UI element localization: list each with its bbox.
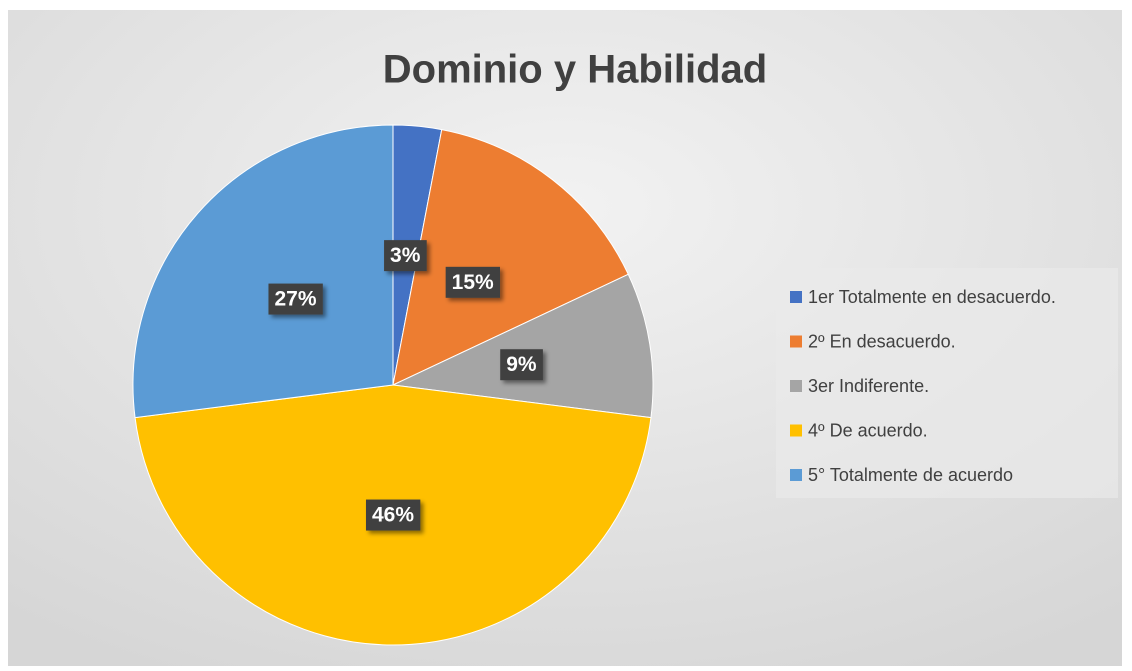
- legend-label: 2º En desacuerdo.: [808, 331, 956, 351]
- data-label: 46%: [372, 504, 414, 527]
- pie-slice: [391, 273, 654, 419]
- legend-swatch: [790, 291, 802, 303]
- legend-label: 4º De acuerdo.: [808, 420, 928, 440]
- pie-slice: [392, 129, 629, 386]
- data-label-box: [268, 283, 323, 315]
- data-label-box: [445, 266, 501, 298]
- legend-swatch: [790, 335, 802, 348]
- data-label: 3%: [390, 244, 421, 267]
- data-label-box: [384, 240, 427, 272]
- legend-label: 1er Totalmente en desacuerdo.: [808, 287, 1056, 307]
- legend-label: 5° Totalmente de acuerdo: [808, 465, 1013, 485]
- chart-title: Dominio y Habilidad: [383, 48, 767, 92]
- pie-slice: [132, 124, 394, 419]
- legend-swatch: [790, 469, 802, 481]
- legend-swatch: [790, 380, 802, 392]
- legend-swatch: [790, 424, 802, 437]
- data-label-box: [500, 349, 543, 381]
- data-label-box: [365, 499, 421, 531]
- data-label: 9%: [506, 353, 537, 376]
- legend-box: [776, 268, 1118, 498]
- data-label: 27%: [274, 288, 316, 311]
- legend-label: 3er Indiferente.: [808, 376, 929, 396]
- data-label: 15%: [452, 271, 494, 294]
